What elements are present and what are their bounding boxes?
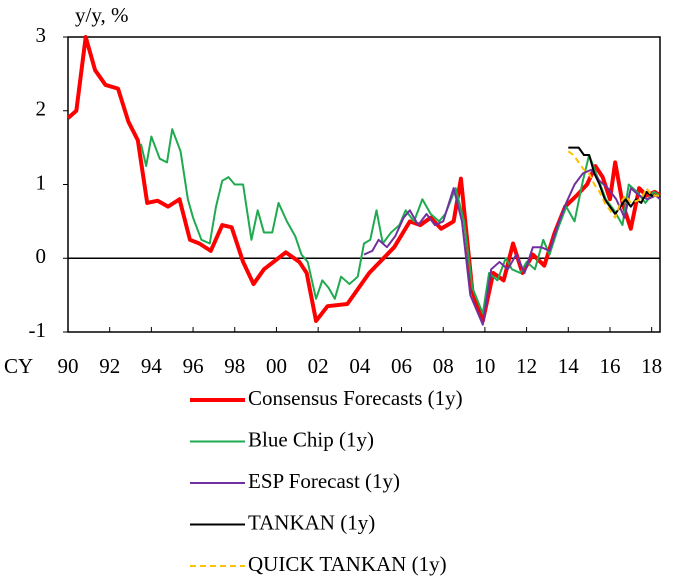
y-tick-label: 0	[36, 244, 47, 268]
x-tick-label: 92	[99, 354, 120, 378]
x-tick-label: 00	[266, 354, 287, 378]
x-tick-label: 10	[474, 354, 495, 378]
x-tick-label: 18	[641, 354, 662, 378]
x-tick-label: 16	[599, 354, 620, 378]
series-line	[567, 150, 660, 219]
series-line	[66, 35, 662, 323]
y-axis-label: y/y, %	[75, 3, 128, 27]
x-tick-label: 02	[308, 354, 329, 378]
x-tick-label: 96	[183, 354, 204, 378]
legend-label: Consensus Forecasts (1y)	[248, 386, 463, 410]
y-tick-label: 3	[36, 23, 47, 47]
x-tick-label: 90	[58, 354, 79, 378]
x-tick-label: 12	[516, 354, 537, 378]
legend-label: TANKAN (1y)	[248, 510, 375, 534]
y-tick-label: 1	[36, 170, 47, 194]
y-tick-label: -1	[29, 318, 47, 342]
plot-frame	[67, 36, 661, 333]
x-tick-label: 98	[224, 354, 245, 378]
x-tick-label: 14	[558, 354, 580, 378]
series-line	[363, 168, 661, 326]
x-axis-label: CY	[4, 354, 33, 378]
series-line	[139, 128, 661, 315]
x-tick-label: 94	[141, 354, 163, 378]
x-tick-label: 04	[349, 354, 371, 378]
x-tick-label: 06	[391, 354, 412, 378]
legend-label: ESP Forecast (1y)	[248, 469, 400, 493]
legend-label: Blue Chip (1y)	[248, 427, 374, 451]
y-tick-label: 2	[36, 97, 47, 121]
legend-label: QUICK TANKAN (1y)	[248, 552, 447, 576]
series-line	[568, 146, 660, 215]
x-tick-label: 08	[433, 354, 454, 378]
